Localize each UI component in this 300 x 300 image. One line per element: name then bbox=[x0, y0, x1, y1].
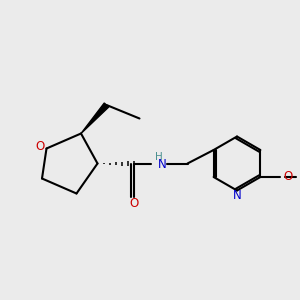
Text: H: H bbox=[155, 152, 163, 163]
Text: N: N bbox=[232, 189, 242, 203]
Text: O: O bbox=[129, 196, 138, 210]
Text: O: O bbox=[35, 140, 44, 154]
Polygon shape bbox=[81, 103, 109, 134]
Text: O: O bbox=[284, 170, 293, 184]
Text: N: N bbox=[158, 158, 167, 171]
